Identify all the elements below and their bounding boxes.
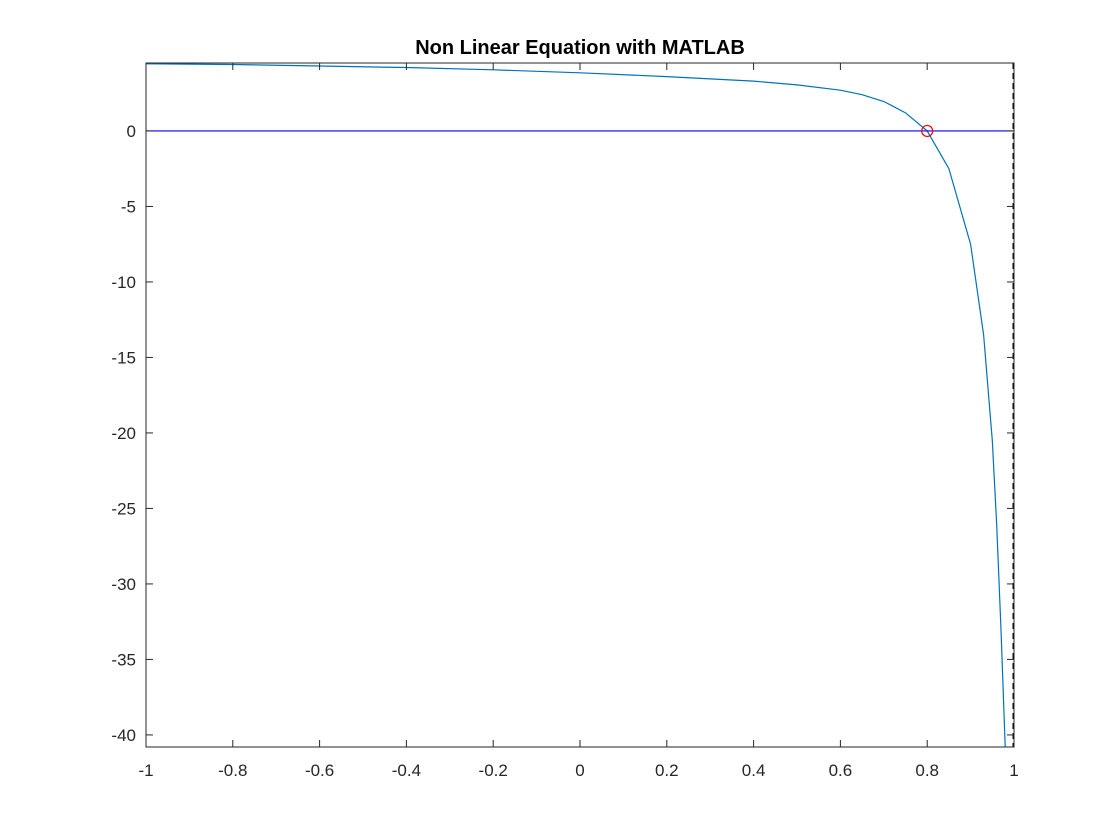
x-tick-label-5: 0: [575, 761, 584, 780]
axes-background: [146, 63, 1014, 747]
y-tick-label-5: -15: [111, 348, 136, 367]
y-tick-label-7: -5: [121, 197, 136, 216]
y-tick-label-3: -25: [111, 499, 136, 518]
x-tick-label-8: 0.6: [829, 761, 853, 780]
x-tick-label-0: -1: [138, 761, 153, 780]
x-tick-label-9: 0.8: [915, 761, 939, 780]
x-tick-label-6: 0.2: [655, 761, 679, 780]
y-tick-label-2: -30: [111, 575, 136, 594]
x-tick-label-1: -0.8: [218, 761, 247, 780]
root-marker-0: [921, 124, 934, 138]
series-line-0: [146, 63, 1006, 747]
x-tick-label-10: 1: [1009, 761, 1018, 780]
x-tick-label-3: -0.4: [392, 761, 421, 780]
chart-title: Non Linear Equation with MATLAB: [415, 37, 745, 59]
y-tick-label-4: -20: [111, 424, 136, 443]
y-tick-label-1: -35: [111, 650, 136, 669]
y-tick-label-0: -40: [111, 726, 136, 745]
y-tick-label-6: -10: [111, 273, 136, 292]
y-tick-label-8: 0: [127, 122, 136, 141]
x-tick-label-2: -0.6: [305, 761, 334, 780]
x-tick-label-7: 0.4: [742, 761, 766, 780]
plot-area: -1 -0.8 -0.6 -0.4 -0.2 0 0.2 0.4 0.6 0.8 1 -40 -35 -3…: [111, 62, 1019, 780]
x-tick-label-4: -0.2: [479, 761, 508, 780]
